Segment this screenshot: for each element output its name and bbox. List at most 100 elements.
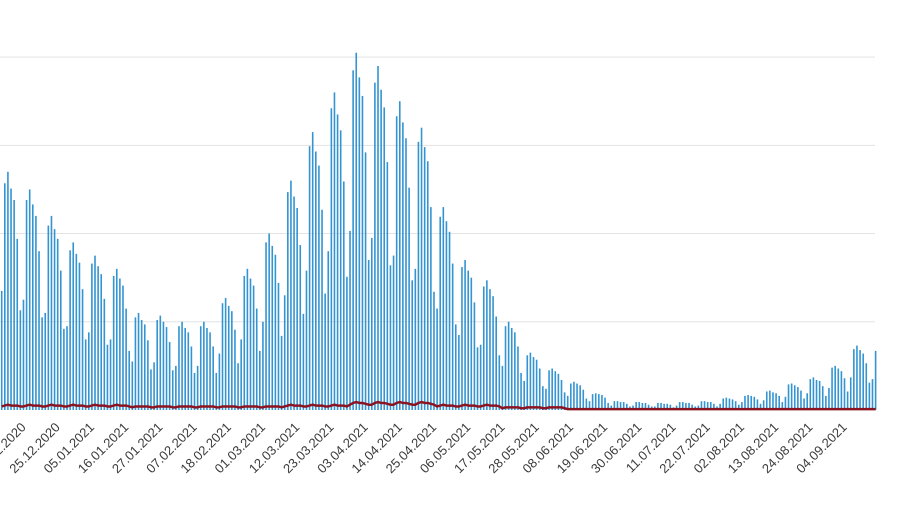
bar (840, 371, 843, 410)
bar (103, 298, 106, 410)
bar (168, 342, 171, 410)
bar (38, 251, 40, 410)
bar (184, 327, 186, 410)
bar (467, 270, 469, 410)
bar (336, 114, 339, 410)
bar (302, 313, 305, 410)
bar (691, 404, 693, 410)
bar (681, 402, 684, 410)
bar (203, 321, 205, 410)
bar (445, 221, 448, 410)
bar (849, 377, 852, 410)
bar (458, 335, 460, 410)
bar (576, 383, 578, 410)
bar (271, 245, 274, 410)
bar (97, 266, 99, 410)
bar (828, 387, 830, 410)
bar (411, 280, 414, 410)
bar (601, 395, 603, 410)
bar (175, 365, 177, 410)
bar (22, 299, 25, 410)
bar (374, 82, 376, 410)
bar (13, 200, 15, 410)
bar (703, 401, 706, 410)
bar (486, 280, 488, 410)
bar (501, 365, 504, 410)
bar (234, 329, 236, 410)
bar (318, 165, 320, 410)
bar (115, 268, 118, 410)
bar (134, 317, 137, 410)
bar (41, 317, 43, 410)
bar (517, 346, 519, 410)
bar (719, 403, 721, 410)
bar (554, 371, 557, 410)
bar (489, 289, 491, 410)
bar (63, 328, 65, 410)
bar (140, 320, 143, 410)
bar (790, 383, 793, 410)
bar (713, 403, 715, 410)
bar (143, 324, 146, 410)
bar (35, 215, 37, 410)
bar (551, 368, 553, 410)
bar (865, 363, 868, 410)
bar (507, 321, 510, 410)
bar (327, 251, 330, 410)
bar (859, 350, 861, 410)
bar (731, 399, 734, 410)
bar (389, 265, 392, 410)
bar (582, 389, 585, 410)
bar (91, 263, 93, 410)
bar (402, 122, 404, 410)
bar (784, 396, 787, 410)
bar (367, 260, 370, 410)
bar (106, 344, 109, 410)
bar (25, 200, 28, 410)
bar (598, 394, 600, 410)
bar (53, 229, 56, 410)
bar (604, 397, 606, 410)
bar (454, 324, 457, 410)
bar (862, 353, 864, 410)
bar (759, 403, 762, 410)
bar (532, 357, 535, 410)
bar (778, 395, 780, 410)
bar (750, 395, 753, 410)
bar (333, 92, 336, 411)
bar (84, 339, 87, 410)
bar (626, 403, 628, 410)
bar (616, 401, 619, 410)
bar (806, 393, 808, 410)
bar (638, 402, 641, 410)
bar (520, 372, 522, 410)
bar (352, 70, 354, 410)
bar (346, 276, 348, 410)
bar (557, 373, 560, 410)
bar (398, 101, 401, 410)
bar (818, 380, 821, 410)
bar (613, 401, 616, 410)
bar (94, 255, 96, 410)
bar (243, 275, 246, 410)
bar (72, 242, 75, 410)
bar (206, 327, 208, 410)
bar (125, 308, 127, 410)
bar (709, 402, 712, 410)
bar (215, 372, 218, 410)
bar (542, 386, 544, 410)
bar (218, 353, 221, 410)
bar (856, 345, 858, 410)
bar (414, 268, 417, 410)
bar (426, 161, 429, 410)
bar (100, 274, 103, 410)
bar (28, 189, 31, 410)
bar (545, 388, 547, 410)
bar (871, 379, 874, 410)
bar (162, 321, 165, 410)
bar (395, 116, 398, 410)
bar (268, 233, 270, 410)
bar (451, 263, 454, 410)
bar (153, 362, 155, 410)
bar (548, 370, 550, 410)
